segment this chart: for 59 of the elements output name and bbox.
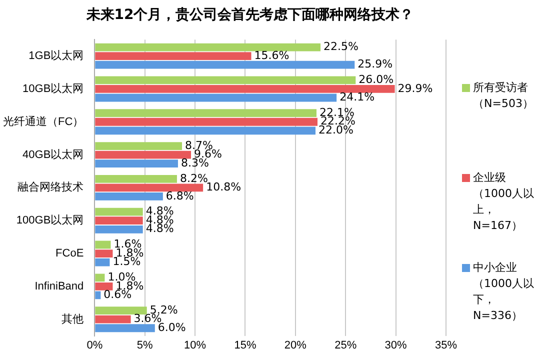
bar — [95, 126, 316, 135]
data-label: 15.6% — [254, 48, 290, 62]
legend-label: 企业级（1000人以上，N=167） — [473, 170, 535, 234]
x-tick-label: 20% — [284, 339, 307, 352]
legend-label: 中小企业（1000人以下，N=336） — [473, 260, 535, 324]
y-tick-label: 100GB以太网 — [16, 214, 84, 227]
data-label: 25.9% — [358, 58, 393, 71]
x-tick-label: 5% — [136, 339, 154, 352]
data-label: 8.2% — [180, 172, 208, 185]
bar — [95, 250, 113, 258]
bar — [95, 160, 178, 168]
data-label: 22.5% — [324, 40, 358, 54]
y-tick-label: FCoE — [56, 248, 84, 260]
bar — [95, 142, 182, 150]
chart-title: 未来12个月，贵公司会首先考虑下面哪种网络技术？ — [85, 6, 415, 24]
bar — [95, 184, 204, 192]
y-tick-label: 光纤通道（FC） — [2, 114, 84, 128]
x-tick-label: 0% — [86, 339, 103, 352]
bar — [95, 118, 318, 126]
bar — [95, 282, 113, 290]
y-tick-label: InfiniBand — [34, 280, 84, 292]
bar — [95, 315, 131, 324]
y-tick-label: 其他 — [62, 312, 84, 326]
legend-label: 所有受访者（N=503） — [473, 80, 534, 112]
bar — [95, 208, 143, 216]
bar — [95, 192, 163, 200]
data-label: 10.8% — [206, 180, 242, 194]
y-tick-label: 1GB以太网 — [28, 49, 84, 62]
bar — [95, 94, 337, 102]
y-tick-label: 10GB以太网 — [22, 82, 84, 95]
bar — [95, 85, 395, 93]
x-tick-label: 25% — [334, 339, 357, 352]
bar — [95, 258, 110, 266]
x-tick-label: 35% — [434, 339, 458, 352]
x-tick-label: 15% — [234, 339, 256, 352]
y-tick-label: 融合网络技术 — [18, 180, 84, 194]
data-label: 24.1% — [340, 90, 375, 104]
data-label: 29.9% — [398, 82, 433, 95]
bar — [95, 306, 147, 315]
bar — [95, 291, 101, 300]
bar — [95, 43, 321, 52]
data-label: 4.8% — [146, 222, 174, 236]
bar — [95, 324, 155, 332]
bar — [95, 60, 355, 69]
bar — [95, 225, 143, 234]
bar — [95, 150, 192, 159]
y-tick-label: 40GB以太网 — [22, 148, 84, 161]
bar — [95, 274, 105, 282]
bar — [95, 174, 177, 183]
bar — [95, 240, 111, 249]
bar — [95, 109, 316, 118]
bar — [95, 216, 143, 225]
data-label: 6.8% — [166, 189, 194, 202]
x-tick-label: 10% — [184, 339, 206, 352]
data-label: 26.0% — [358, 73, 394, 86]
x-tick-label: 30% — [384, 339, 408, 352]
bar — [95, 76, 356, 84]
bar — [95, 52, 252, 60]
data-label: 0.6% — [104, 288, 132, 302]
